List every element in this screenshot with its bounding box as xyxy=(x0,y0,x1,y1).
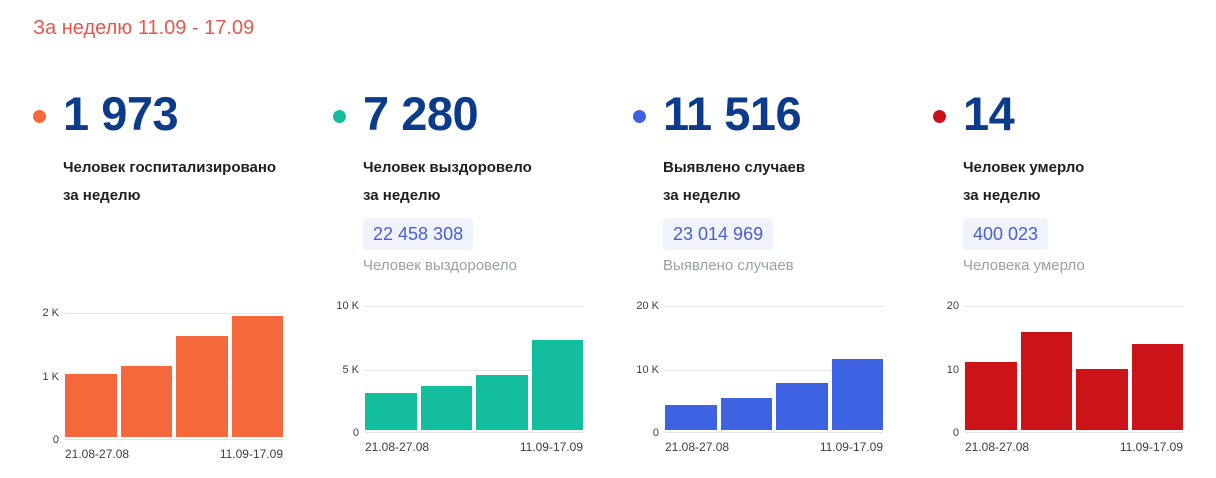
y-axis-tick: 10 K xyxy=(336,300,359,312)
cumulative-total-block xyxy=(33,217,333,313)
chart-bar xyxy=(231,315,283,437)
accent-dot-icon xyxy=(933,110,946,123)
period-title: За неделю 11.09 - 17.09 xyxy=(33,17,255,39)
x-axis-tick: 21.08-27.08 xyxy=(965,440,1030,454)
x-axis: 21.08-27.08 11.09-17.09 xyxy=(965,440,1183,454)
cumulative-total-block: 22 458 308 Человек выздоровело xyxy=(333,210,633,306)
chart-bar xyxy=(531,340,583,430)
cumulative-total-caption: Человека умерло xyxy=(963,257,1085,274)
chart-bar xyxy=(476,375,528,430)
cumulative-total-block: 23 014 969 Выявлено случаев xyxy=(633,210,933,306)
y-axis-tick: 5 K xyxy=(342,364,359,376)
metric-label-line: за неделю xyxy=(963,187,1041,204)
y-axis-tick: 0 xyxy=(52,434,59,446)
y-axis-tick: 0 xyxy=(952,427,959,439)
metric-label: Выявлено случаев за неделю xyxy=(663,154,933,210)
card-head: 7 280 xyxy=(333,88,633,140)
card-head: 14 xyxy=(933,88,1216,140)
x-axis-tick: 11.09-17.09 xyxy=(819,440,883,454)
cumulative-total-badge: 23 014 969 xyxy=(663,218,774,250)
chart-bar xyxy=(365,392,417,430)
plot-area xyxy=(665,306,883,433)
y-axis-tick: 0 xyxy=(652,427,659,439)
weekly-value: 14 xyxy=(963,87,1015,140)
metric-label-line: Выявлено случаев xyxy=(663,159,806,176)
x-axis-tick: 21.08-27.08 xyxy=(665,440,730,454)
chart-bar xyxy=(120,365,172,437)
metric-label: Человек умерло за неделю xyxy=(963,154,1216,210)
gridline xyxy=(665,369,883,371)
stat-card-cases: 11 516 Выявлено случаев за неделю 23 014… xyxy=(633,88,933,461)
chart-bar xyxy=(1020,331,1072,430)
weekly-value: 11 516 xyxy=(663,87,802,140)
y-axis-tick: 0 xyxy=(352,427,359,439)
weekly-value: 7 280 xyxy=(363,87,479,140)
metric-label-line: за неделю xyxy=(363,187,441,204)
stat-card-recovered: 7 280 Человек выздоровело за неделю 22 4… xyxy=(333,88,633,461)
chart-bar xyxy=(665,405,717,430)
chart-bars xyxy=(65,314,283,437)
chart-bar xyxy=(965,362,1017,430)
plot-area xyxy=(965,306,1183,433)
x-axis: 21.08-27.08 11.09-17.09 xyxy=(665,440,883,454)
metric-label-line: за неделю xyxy=(63,187,141,204)
cumulative-total-caption: Человек выздоровело xyxy=(363,257,517,274)
stat-cards-row: 1 973 Человек госпитализировано за недел… xyxy=(33,88,1216,461)
metric-label: Человек выздоровело за неделю xyxy=(363,154,633,210)
y-axis-tick: 1 K xyxy=(42,371,59,383)
card-head: 1 973 xyxy=(33,88,333,140)
y-axis-tick: 20 K xyxy=(636,300,659,312)
card-head: 11 516 xyxy=(633,88,933,140)
chart-bar xyxy=(176,336,228,437)
y-axis-tick: 20 xyxy=(946,300,959,312)
x-axis: 21.08-27.08 11.09-17.09 xyxy=(65,447,283,461)
metric-label-line: Человек умерло xyxy=(963,159,1085,176)
chart-bar xyxy=(776,383,828,430)
x-axis-tick: 11.09-17.09 xyxy=(219,447,283,461)
gridline xyxy=(65,376,283,378)
x-axis: 21.08-27.08 11.09-17.09 xyxy=(365,440,583,454)
chart-bar xyxy=(420,385,472,430)
gridline xyxy=(365,369,583,371)
chart-bar xyxy=(1131,343,1183,430)
accent-dot-icon xyxy=(33,110,46,123)
weekly-value: 1 973 xyxy=(63,87,179,140)
y-axis-tick: 2 K xyxy=(42,307,59,319)
weekly-bar-chart: 2 K 1 K 0 xyxy=(33,307,283,446)
metric-label-line: Человек выздоровело xyxy=(363,159,532,176)
cumulative-total-badge: 22 458 308 xyxy=(363,218,474,250)
chart-bar xyxy=(720,398,772,430)
stat-card-deaths: 14 Человек умерло за неделю 400 023 Чело… xyxy=(933,88,1216,461)
x-axis-tick: 21.08-27.08 xyxy=(65,447,130,461)
cumulative-total-caption: Выявлено случаев xyxy=(663,257,794,274)
plot-area xyxy=(365,306,583,433)
metric-label-line: Человек госпитализировано xyxy=(63,159,277,176)
x-axis-tick: 11.09-17.09 xyxy=(519,440,583,454)
weekly-bar-chart: 10 K 5 K 0 xyxy=(333,300,583,439)
cumulative-total-block: 400 023 Человека умерло xyxy=(933,210,1216,306)
accent-dot-icon xyxy=(633,110,646,123)
x-axis-tick: 11.09-17.09 xyxy=(1119,440,1183,454)
y-axis-tick: 10 xyxy=(946,364,959,376)
chart-bars xyxy=(365,307,583,430)
chart-bars xyxy=(665,307,883,430)
y-axis-tick: 10 K xyxy=(636,364,659,376)
stat-card-hospitalized: 1 973 Человек госпитализировано за недел… xyxy=(33,88,333,461)
weekly-bar-chart: 20 10 0 xyxy=(933,300,1183,439)
accent-dot-icon xyxy=(333,110,346,123)
chart-bar xyxy=(1076,368,1128,430)
chart-bar xyxy=(65,373,117,437)
chart-bar xyxy=(831,359,883,430)
metric-label: Человек госпитализировано за неделю xyxy=(63,154,333,210)
weekly-bar-chart: 20 K 10 K 0 xyxy=(633,300,883,439)
plot-area xyxy=(65,313,283,440)
gridline xyxy=(965,369,1183,371)
x-axis-tick: 21.08-27.08 xyxy=(365,440,430,454)
metric-label-line: за неделю xyxy=(663,187,741,204)
cumulative-total-badge: 400 023 xyxy=(963,218,1049,250)
chart-bars xyxy=(965,307,1183,430)
